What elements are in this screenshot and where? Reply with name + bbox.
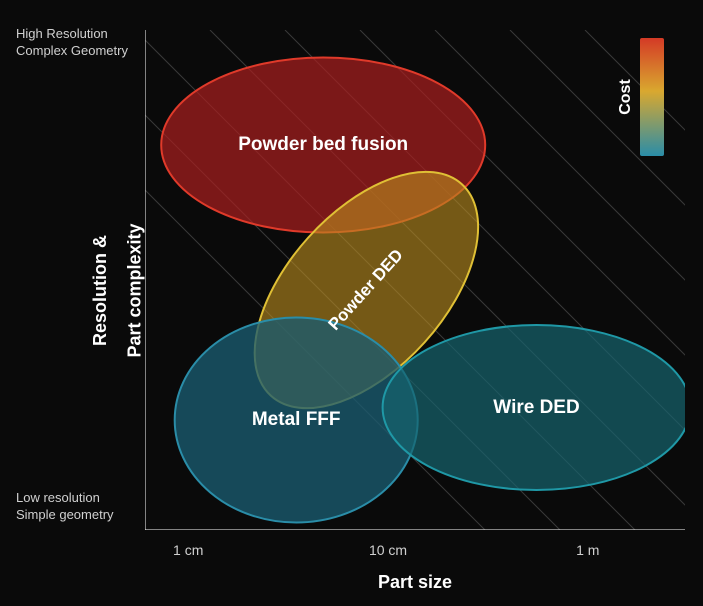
x-tick-label: 1 m (576, 542, 599, 558)
cost-gradient-bar (640, 38, 664, 156)
y-axis-label-line1: Resolution & (90, 235, 111, 346)
y-axis-bottom-label: Low resolution Simple geometry (16, 490, 114, 524)
y-axis-top-label: High Resolution Complex Geometry (16, 26, 128, 60)
ellipse-group (161, 58, 685, 523)
x-tick-label: 10 cm (369, 542, 407, 558)
y-axis-label-line2: Part complexity (125, 223, 146, 357)
ellipse-label-wire-ded: Wire DED (493, 397, 579, 419)
ellipse-label-powder-bed-fusion: Powder bed fusion (238, 134, 408, 156)
x-axis-label: Part size (145, 572, 685, 593)
plot-svg (145, 30, 685, 530)
x-tick-label: 1 cm (173, 542, 203, 558)
chart-container: High Resolution Complex Geometry Low res… (0, 0, 703, 606)
ellipse-label-metal-fff: Metal FFF (252, 409, 341, 431)
cost-legend-label: Cost (617, 79, 635, 115)
